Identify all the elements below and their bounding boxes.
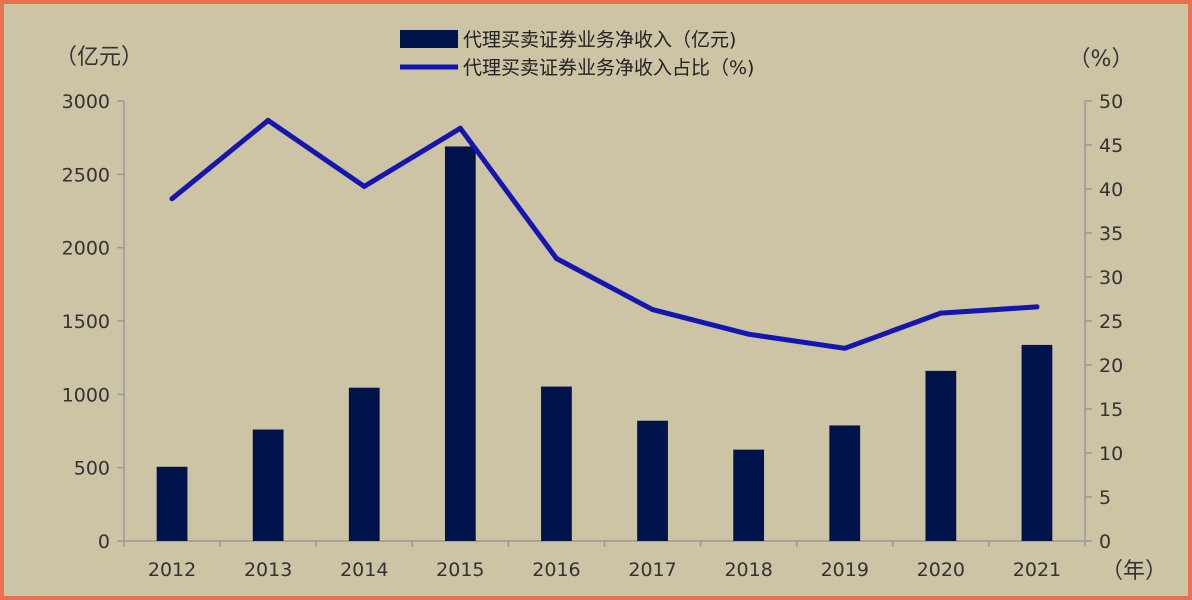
right-tick-label: 30 <box>1099 267 1123 289</box>
line-point <box>1034 304 1040 310</box>
line-point <box>457 125 463 131</box>
x-tick-label: 2016 <box>532 559 580 581</box>
right-axis-unit: （%） <box>1069 47 1134 72</box>
bar <box>829 425 861 541</box>
bar <box>925 370 957 541</box>
line-point <box>265 117 271 123</box>
x-tick-label: 2018 <box>724 559 772 581</box>
right-tick-label: 45 <box>1099 135 1123 157</box>
line-point <box>553 256 559 262</box>
x-tick-label: 2013 <box>244 559 292 581</box>
left-y-ticks: 0 500 1000 1500 2000 2500 3000 <box>62 91 124 553</box>
x-tick-label: 2020 <box>917 559 965 581</box>
left-tick-label: 500 <box>74 458 110 480</box>
line-point <box>650 307 656 313</box>
legend-bar-swatch <box>400 30 458 48</box>
bar-series <box>156 146 1053 541</box>
left-tick-label: 1500 <box>62 311 110 333</box>
chart-frame: 0 500 1000 1500 2000 2500 3000 0 5 10 15 20 25 30 35 4… <box>4 4 1188 596</box>
line-point <box>169 196 175 202</box>
right-tick-label: 20 <box>1099 355 1123 377</box>
x-axis-unit: （年） <box>1101 559 1167 584</box>
x-tick-label: 2021 <box>1013 559 1061 581</box>
x-ticks: 2012 2013 2014 2015 2016 2017 2018 2019 2020 2021 <box>123 541 1086 581</box>
bar <box>252 429 284 541</box>
line-point <box>938 310 944 316</box>
bar <box>1021 344 1053 541</box>
left-tick-label: 2500 <box>62 164 110 186</box>
left-axis-unit: （亿元） <box>55 45 143 70</box>
bar <box>156 466 188 541</box>
line-series <box>169 117 1040 351</box>
right-tick-label: 35 <box>1099 223 1123 245</box>
bar <box>444 146 476 541</box>
right-tick-label: 15 <box>1099 399 1123 421</box>
right-tick-label: 40 <box>1099 179 1123 201</box>
x-tick-label: 2015 <box>436 559 484 581</box>
bar <box>348 387 380 541</box>
left-tick-label: 2000 <box>62 238 110 260</box>
legend-bar-label: 代理买卖证券业务净收入（亿元) <box>463 29 736 51</box>
x-tick-label: 2014 <box>340 559 388 581</box>
bar <box>637 420 668 541</box>
combo-chart: 0 500 1000 1500 2000 2500 3000 0 5 10 15 20 25 30 35 4… <box>55 29 1167 584</box>
left-tick-label: 3000 <box>62 91 110 113</box>
right-tick-label: 10 <box>1099 443 1123 465</box>
right-tick-label: 5 <box>1099 487 1111 509</box>
bar <box>541 386 572 541</box>
bar <box>733 449 765 541</box>
series-line <box>169 117 1040 351</box>
left-tick-label: 0 <box>98 531 110 553</box>
line-point <box>361 183 367 189</box>
line-point <box>842 345 848 351</box>
right-tick-label: 50 <box>1099 91 1123 113</box>
right-y-ticks: 0 5 10 15 20 25 30 35 40 45 50 <box>1085 91 1123 553</box>
legend-line-label: 代理买卖证券业务净收入占比（%) <box>463 57 754 79</box>
x-tick-label: 2012 <box>148 559 196 581</box>
x-tick-label: 2017 <box>628 559 676 581</box>
right-tick-label: 0 <box>1099 531 1111 553</box>
x-tick-label: 2019 <box>821 559 869 581</box>
right-tick-label: 25 <box>1099 311 1123 333</box>
left-tick-label: 1000 <box>62 384 110 406</box>
legend: 代理买卖证券业务净收入（亿元) 代理买卖证券业务净收入占比（%) <box>400 29 754 79</box>
line-point <box>746 331 752 337</box>
